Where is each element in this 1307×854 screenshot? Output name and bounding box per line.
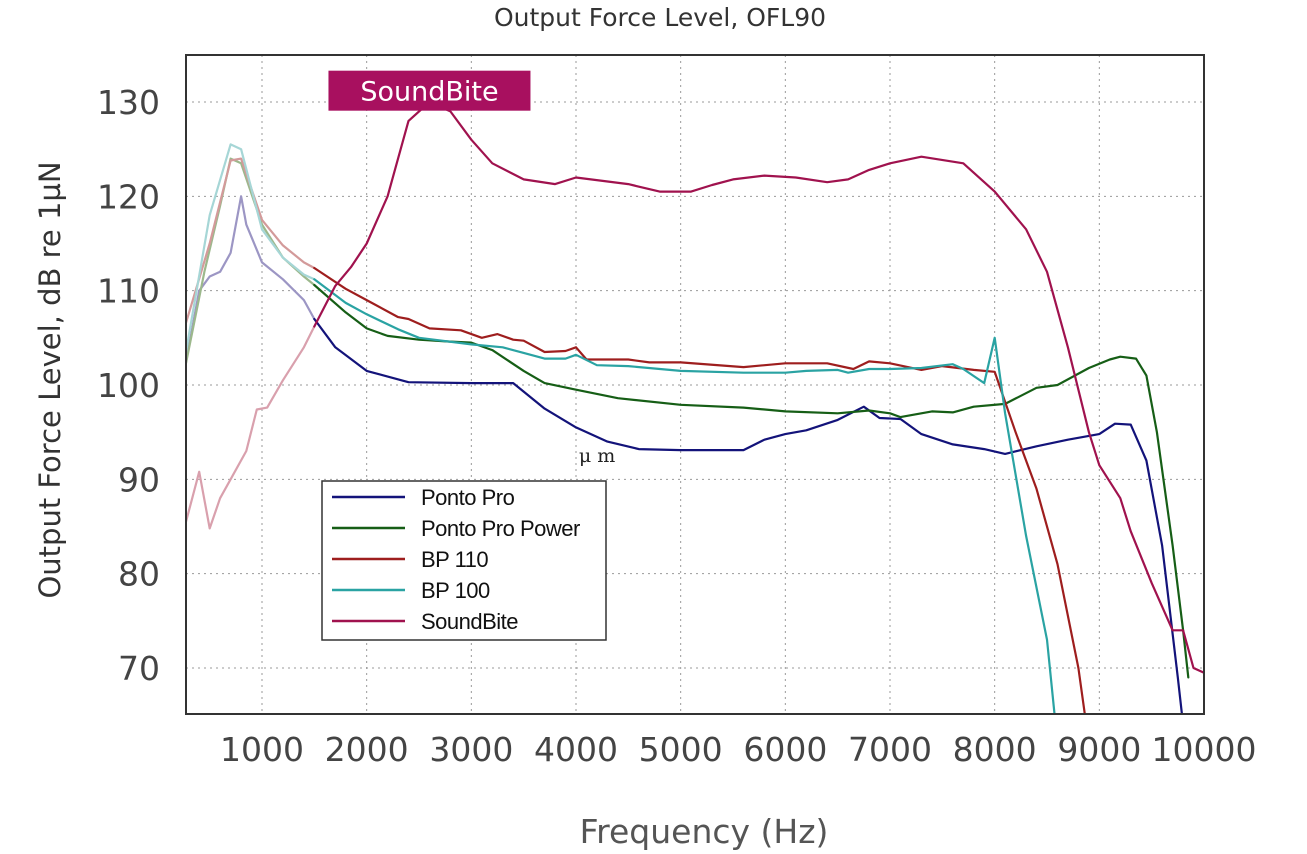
x-tick-label: 2000 (325, 730, 409, 769)
annotation-label: μ m (579, 445, 615, 467)
series-lines (186, 100, 1204, 714)
y-axis-ticks: 70 80 90 100 110 120 130 (97, 83, 160, 688)
y-axis-label: Output Force Level, dB re 1µN (33, 161, 67, 598)
series-line-bp-100 (313, 278, 1056, 714)
series-line-bp-100-faded (186, 143, 316, 359)
soundbite-badge: SoundBite (328, 70, 531, 111)
x-tick-label: 5000 (639, 730, 723, 769)
badge-box (328, 70, 531, 111)
y-tick-label: 120 (97, 177, 160, 216)
x-tick-label: 7000 (848, 730, 932, 769)
x-tick-label: 9000 (1057, 730, 1141, 769)
y-tick-label: 80 (118, 555, 160, 594)
legend-label-soundbite: SoundBite (421, 609, 518, 634)
series-line-bp-110-faded (186, 157, 316, 327)
series-line-ponto-pro (313, 317, 1184, 714)
series-line-soundbite-faded (186, 325, 316, 530)
chart-title: Output Force Level, OFL90 (494, 3, 826, 32)
x-axis-ticks: 1000 2000 3000 4000 5000 6000 7000 8000 9000 1000… (220, 730, 1256, 769)
y-tick-label: 130 (97, 83, 160, 122)
legend-label-ponto-pro: Ponto Pro (421, 485, 515, 510)
x-tick-label: 10000 (1152, 730, 1257, 769)
x-tick-label: 3000 (429, 730, 513, 769)
legend-label-bp-100: BP 100 (421, 578, 490, 603)
x-axis-label: Frequency (Hz) (580, 812, 829, 851)
series-line-ponto-pro-faded (186, 195, 316, 369)
series-line-ponto-pro-power (313, 283, 1190, 679)
x-tick-label: 1000 (220, 730, 304, 769)
x-tick-label: 4000 (534, 730, 618, 769)
plot-frame (185, 54, 1205, 715)
x-tick-label: 8000 (953, 730, 1037, 769)
badge-label: SoundBite (360, 77, 498, 108)
legend-box (321, 480, 607, 641)
y-tick-label: 100 (97, 366, 160, 405)
y-tick-label: 70 (118, 649, 160, 688)
y-tick-label: 110 (97, 272, 160, 311)
legend-label-bp-110: BP 110 (421, 547, 488, 572)
y-tick-label: 90 (118, 460, 160, 499)
x-tick-label: 6000 (743, 730, 827, 769)
legend: Ponto Pro Ponto Pro Power BP 110 BP 100 Soun… (321, 480, 607, 641)
legend-label-ponto-pro-power: Ponto Pro Power (421, 516, 580, 541)
